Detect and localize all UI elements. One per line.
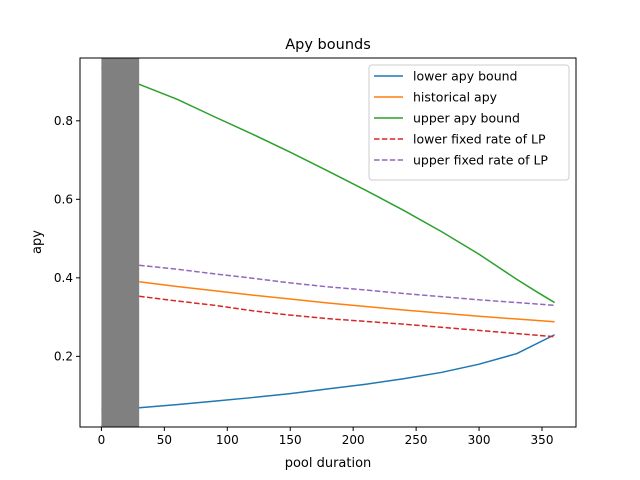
shaded-region [101, 58, 140, 427]
y-tick-label: 0.2 [54, 349, 73, 363]
y-tick-label: 0.6 [54, 192, 73, 206]
y-axis-label: apy [30, 230, 45, 254]
x-tick-label: 250 [405, 433, 428, 447]
chart-title: Apy bounds [285, 37, 371, 53]
legend-label-3: upper apy bound [413, 111, 520, 126]
x-axis-label: pool duration [285, 456, 372, 471]
series-line-3 [101, 67, 555, 304]
series-line-1 [101, 334, 555, 411]
legend-box [368, 64, 570, 181]
series-line-4 [139, 295, 555, 338]
axes-frame [79, 57, 577, 428]
legend-label-2: historical apy [413, 90, 498, 105]
axes: 0 50 100 150 200 250 300 350 0.2 0.4 0.6 0.8 [54, 57, 577, 447]
x-tick-label: 50 [157, 433, 172, 447]
x-tick-label: 300 [468, 433, 491, 447]
y-tick-label: 0.8 [54, 114, 73, 128]
y-tick-label: 0.4 [54, 271, 73, 285]
legend-label-5: upper fixed rate of LP [413, 153, 548, 168]
plot-area [101, 58, 555, 427]
legend: lower apy bound historical apy upper apy b… [368, 64, 570, 181]
series-line-5 [139, 264, 555, 307]
legend-label-4: lower fixed rate of LP [413, 132, 546, 147]
x-tick-label: 150 [279, 433, 302, 447]
series-line-2 [139, 281, 555, 323]
x-tick-label: 0 [98, 433, 106, 447]
series-group [101, 67, 555, 411]
legend-label-1: lower apy bound [413, 69, 517, 84]
x-tick-label: 350 [531, 433, 554, 447]
x-tick-label: 100 [216, 433, 239, 447]
x-tick-label: 200 [342, 433, 365, 447]
